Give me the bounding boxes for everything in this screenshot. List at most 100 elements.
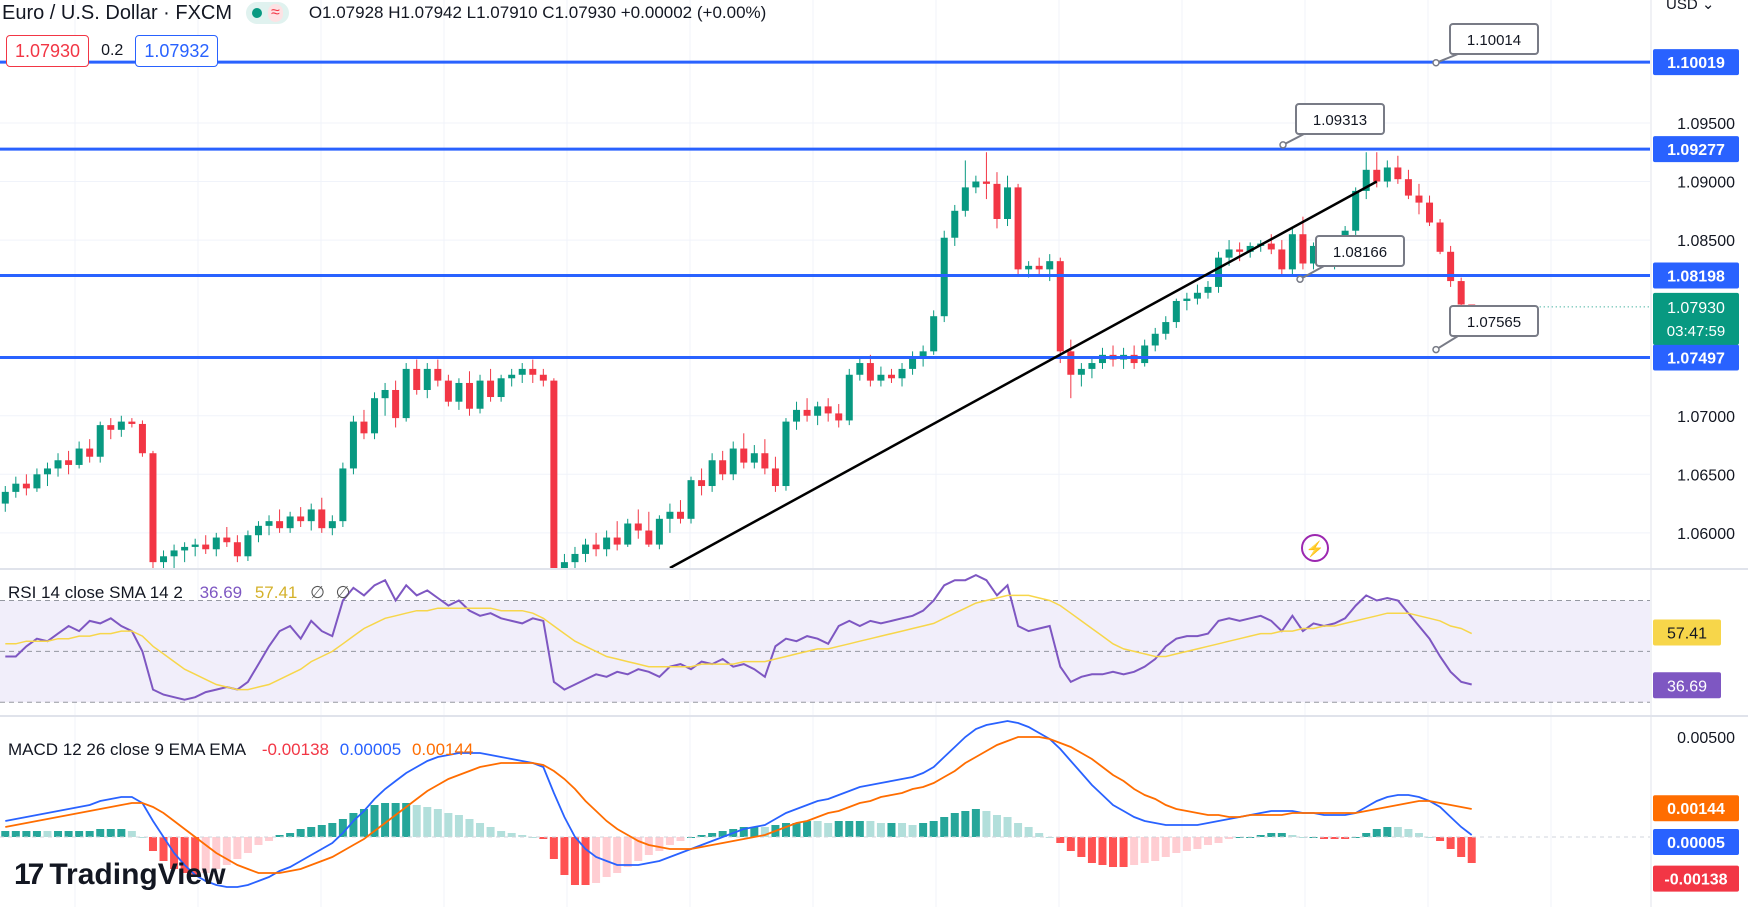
currency-label: USD [1666, 0, 1698, 13]
macd-histogram-bar [919, 823, 928, 837]
macd-pane [0, 720, 1650, 888]
candle-body [1309, 245, 1317, 264]
candle [12, 476, 20, 498]
candle-body [708, 460, 716, 487]
symbol-title[interactable]: Euro / U.S. Dollar · FXCM [2, 1, 233, 24]
bid-button[interactable]: 1.07930 [6, 35, 90, 67]
level-axis-text: 1.08198 [1667, 268, 1725, 285]
currency-dropdown[interactable]: USD ⌄ [1666, 0, 1714, 13]
candle-body [634, 523, 642, 531]
candle-body [254, 525, 262, 536]
market-status-pill[interactable]: ≈ [246, 2, 289, 24]
macd-histogram-bar [549, 837, 558, 859]
candle-body [381, 389, 389, 399]
macd-signal-value: 0.00144 [411, 740, 474, 759]
macd-histogram-bar [570, 837, 579, 885]
candle [740, 433, 748, 469]
candle [244, 530, 252, 561]
candle-body [835, 413, 843, 421]
macd-histogram-bar [581, 837, 590, 885]
candle [1035, 257, 1043, 276]
macd-histogram-bar [22, 831, 31, 837]
candle-body [1278, 249, 1286, 270]
candle-body [476, 380, 484, 409]
macd-histogram-bar [1182, 837, 1191, 851]
candle [1, 486, 9, 512]
macd-histogram-bar [233, 837, 242, 859]
candle-body [318, 509, 326, 529]
tv-logo-icon: 17 [14, 858, 44, 891]
candle [1172, 298, 1180, 328]
macd-axis-bg [1653, 865, 1739, 892]
macd-histogram-bar [1098, 837, 1107, 865]
candle-body [286, 516, 294, 529]
candle [22, 474, 30, 496]
candle [687, 476, 695, 524]
macd-histogram-bar [676, 837, 685, 841]
candle-body [877, 374, 885, 381]
macd-histogram-bar [201, 837, 210, 873]
rsi-legend[interactable]: RSI 14 close SMA 14 2 36.69 57.41 ∅ ∅ [8, 583, 350, 603]
level-axis-bg [1653, 136, 1739, 163]
macd-histogram-bar [1130, 837, 1139, 865]
candle-body [782, 421, 790, 487]
level-axis-label: 1.08198 [1653, 262, 1739, 289]
price-callout: 1.09313 [1279, 103, 1385, 149]
candle-body [223, 537, 231, 543]
candle-body [1183, 298, 1191, 301]
candle [645, 511, 653, 547]
candle [951, 204, 959, 246]
candle-body [930, 316, 938, 352]
candle-body [571, 553, 579, 563]
candle-body [1383, 167, 1391, 182]
trendline [669, 180, 1378, 568]
candle [1056, 257, 1064, 364]
tradingview-logo[interactable]: 17 TradingView [14, 858, 226, 892]
callout-pointer [1299, 265, 1325, 281]
candle [392, 380, 400, 428]
macd-histogram-bar [370, 805, 379, 837]
macd-histogram-bar [1119, 837, 1128, 867]
callout-pointer [1435, 53, 1459, 64]
macd-histogram-bar [465, 819, 474, 837]
candle [254, 521, 262, 543]
macd-histogram-bar [444, 813, 453, 837]
candle-body [550, 380, 558, 568]
candle [582, 538, 590, 563]
macd-histogram-bar [75, 831, 84, 837]
countdown-text: 03:47:59 [1667, 323, 1725, 340]
macd-histogram-bar [1140, 837, 1149, 863]
candle-body [191, 544, 199, 547]
macd-histogram-bar [1436, 837, 1445, 841]
candle-body [793, 409, 801, 422]
macd-histogram-bar [876, 823, 885, 837]
candle [919, 345, 927, 367]
candle [761, 439, 769, 475]
lightning-glyph: ⚡ [1306, 540, 1325, 558]
macd-histogram-bar [813, 821, 822, 837]
candle-body [212, 537, 220, 550]
macd-legend[interactable]: MACD 12 26 close 9 EMA EMA -0.00138 0.00… [8, 740, 473, 760]
candle-body [560, 562, 568, 568]
candle-body [624, 523, 632, 545]
candle [750, 445, 758, 469]
macd-histogram-bar [138, 837, 147, 838]
candle [117, 415, 125, 437]
candle [1447, 245, 1455, 287]
ask-button[interactable]: 1.07932 [135, 35, 219, 67]
macd-axis-label: 0.00144 [1653, 795, 1739, 822]
candle-body [96, 425, 104, 457]
candle [624, 518, 632, 547]
candle [202, 535, 210, 554]
candle [866, 354, 874, 387]
macd-axis-bg [1653, 795, 1739, 822]
candle [128, 418, 136, 428]
callout-anchor [1432, 59, 1440, 67]
macd-hist-value: -0.00138 [261, 740, 330, 759]
candle [982, 152, 990, 200]
candle [455, 378, 463, 410]
candle-body [265, 521, 273, 526]
candle [898, 363, 906, 387]
candle [149, 450, 157, 568]
